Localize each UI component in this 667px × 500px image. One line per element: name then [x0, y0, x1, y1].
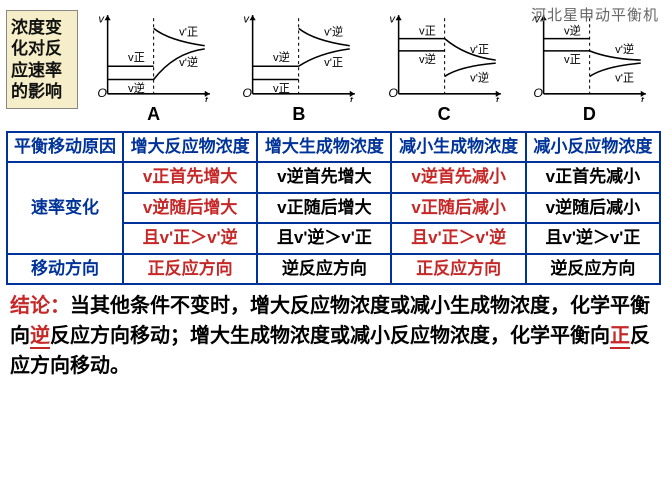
cell: 正反应方向	[391, 254, 525, 284]
chart-D: v逆 v正 v'逆 v'正 O t v D	[518, 10, 661, 125]
chart-C-svg: v正 v逆 v'正 v'逆 O t v	[373, 10, 516, 102]
cell: v逆首先减小	[391, 162, 525, 192]
rate-row-1: 速率变化 v正首先增大 v逆首先增大 v逆首先减小 v正首先减小	[7, 162, 660, 192]
dir-row: 移动方向 正反应方向 逆反应方向 正反应方向 逆反应方向	[7, 254, 660, 284]
cell: 逆反应方向	[526, 254, 660, 284]
cell: 且v'逆＞v'正	[257, 223, 391, 253]
svg-text:v正: v正	[128, 52, 145, 64]
chart-C: v正 v逆 v'正 v'逆 O t v C	[373, 10, 516, 125]
hdr-col2: 增大生成物浓度	[257, 132, 391, 162]
svg-text:v'正: v'正	[324, 57, 343, 69]
cell: v正首先减小	[526, 162, 660, 192]
cell: 正反应方向	[123, 254, 257, 284]
svg-text:v正: v正	[419, 26, 436, 38]
cell: v逆随后减小	[526, 193, 660, 223]
svg-text:v正: v正	[273, 83, 290, 95]
hdr-col3: 减小生成物浓度	[391, 132, 525, 162]
cell: v逆随后增大	[123, 193, 257, 223]
svg-text:t: t	[495, 95, 499, 102]
svg-text:v: v	[244, 13, 251, 25]
svg-text:O: O	[388, 86, 398, 100]
conclusion-text: 结论：当其他条件不变时，增大反应物浓度或减小生成物浓度，化学平衡向逆反应方向移动…	[0, 285, 667, 381]
side-label-box: 浓度变化对反应速率的影响	[6, 10, 78, 109]
cell: v正随后减小	[391, 193, 525, 223]
svg-text:v逆: v逆	[273, 50, 290, 64]
chart-label-D: D	[583, 104, 596, 125]
hdr-col1: 增大反应物浓度	[123, 132, 257, 162]
conclusion-label: 结论：	[10, 295, 70, 317]
cell: v正首先增大	[123, 162, 257, 192]
svg-text:v'正: v'正	[615, 73, 634, 85]
conclusion-k1: 逆	[30, 325, 50, 349]
svg-text:v逆: v逆	[128, 81, 145, 95]
svg-text:O: O	[243, 86, 253, 100]
cell: 逆反应方向	[257, 254, 391, 284]
svg-text:O: O	[533, 86, 543, 100]
cell: 且v'正＞v'逆	[391, 223, 525, 253]
svg-text:v'逆: v'逆	[470, 71, 489, 85]
hdr-reason: 平衡移动原因	[7, 132, 123, 162]
chart-B-svg: v逆 v正 v'逆 v'正 O t v	[227, 10, 370, 102]
table-header-row: 平衡移动原因 增大反应物浓度 增大生成物浓度 减小生成物浓度 减小反应物浓度	[7, 132, 660, 162]
svg-text:t: t	[640, 95, 644, 102]
chart-label-A: A	[147, 104, 160, 125]
chart-A-svg: v正 v逆 v'正 v'逆 O t v	[82, 10, 225, 102]
cell: v正随后增大	[257, 193, 391, 223]
svg-text:O: O	[97, 86, 107, 100]
svg-text:v: v	[98, 13, 105, 25]
chart-label-B: B	[292, 104, 305, 125]
svg-text:t: t	[350, 95, 354, 102]
svg-text:t: t	[205, 95, 209, 102]
cell: 且v'逆＞v'正	[526, 223, 660, 253]
cell: v逆首先增大	[257, 162, 391, 192]
svg-text:v'逆: v'逆	[615, 42, 634, 56]
equilibrium-table: 平衡移动原因 增大反应物浓度 增大生成物浓度 减小生成物浓度 减小反应物浓度 速…	[6, 131, 661, 285]
svg-text:v'逆: v'逆	[324, 25, 343, 39]
conclusion-p1b: 反应方向移动；增大生成物浓度或减小反应物浓度，化学平衡向	[50, 325, 610, 347]
chart-B: v逆 v正 v'逆 v'正 O t v B	[227, 10, 370, 125]
charts-row: v正 v逆 v'正 v'逆 O t v A v逆 v正 v'逆	[82, 10, 661, 125]
hdr-col4: 减小反应物浓度	[526, 132, 660, 162]
svg-text:v: v	[389, 13, 396, 25]
svg-text:v逆: v逆	[419, 52, 436, 66]
chart-A: v正 v逆 v'正 v'逆 O t v A	[82, 10, 225, 125]
svg-text:v'逆: v'逆	[179, 55, 198, 69]
dir-label: 移动方向	[7, 254, 123, 284]
rate-label: 速率变化	[7, 162, 123, 253]
svg-text:v'正: v'正	[470, 44, 489, 56]
chart-label-C: C	[438, 104, 451, 125]
conclusion-k2: 正	[610, 325, 630, 349]
svg-text:v'正: v'正	[179, 27, 198, 39]
watermark-text: 河北星申动平衡机	[531, 4, 659, 25]
svg-text:v正: v正	[564, 54, 581, 66]
cell: 且v'正＞v'逆	[123, 223, 257, 253]
svg-text:v逆: v逆	[564, 24, 581, 38]
